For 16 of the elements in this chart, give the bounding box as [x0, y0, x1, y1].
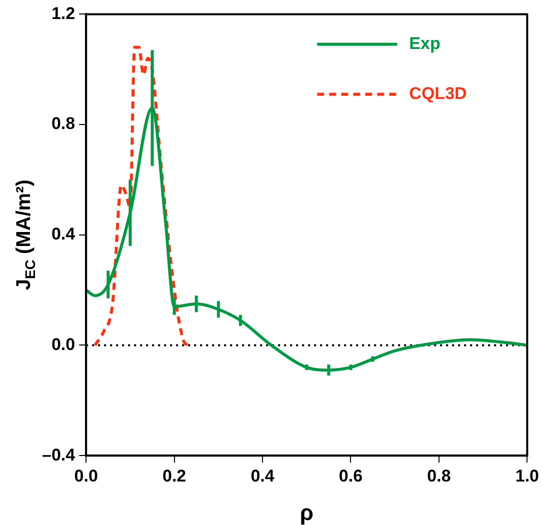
line-series [93, 46, 190, 347]
y-tick-label: 1.2 [51, 4, 76, 23]
x-tick-label: 0.4 [250, 466, 275, 486]
x-tick-label: 0.2 [162, 466, 186, 486]
y-tick-label: 0.0 [51, 334, 76, 354]
x-tick-label: 0.6 [338, 466, 363, 486]
legend-label: CQL3D [409, 84, 467, 103]
x-tick-label: 0.8 [427, 466, 451, 486]
y-tick-label: 0.4 [51, 224, 76, 244]
x-axis-title: ρ [300, 500, 314, 525]
legend-label: Exp [409, 34, 440, 53]
y-tick-label: 0.8 [51, 114, 76, 134]
y-axis-title: JEC (MA/m²) [13, 180, 38, 290]
x-tick-label: 1.0 [515, 466, 540, 486]
y-tick-label: –0.4 [42, 445, 76, 464]
x-tick-label: 0.0 [74, 466, 98, 486]
